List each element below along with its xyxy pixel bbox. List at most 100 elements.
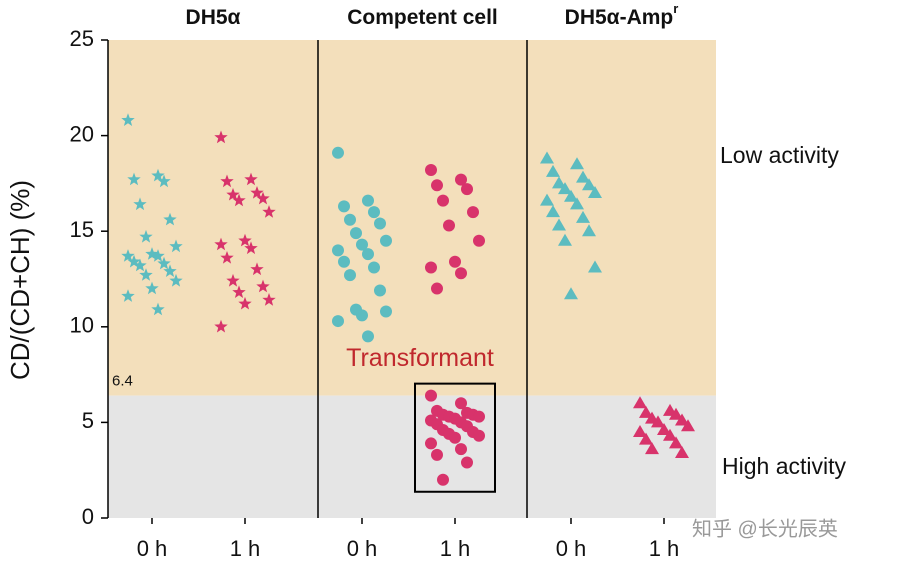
point [651, 415, 665, 428]
band-above [108, 40, 716, 396]
point [681, 419, 695, 432]
point [588, 185, 602, 198]
panel-title-text: Competent cell [347, 6, 498, 29]
point [431, 282, 443, 295]
x-tick-label: 0 h [556, 536, 587, 561]
point [443, 219, 455, 232]
point [437, 194, 449, 207]
point [238, 233, 252, 247]
point [344, 213, 356, 226]
y-tick-label: 0 [82, 504, 94, 529]
point [332, 244, 344, 257]
point [139, 229, 153, 243]
point [546, 205, 560, 218]
point [133, 197, 147, 211]
point [220, 251, 234, 264]
point [552, 218, 566, 231]
point [220, 174, 234, 188]
y-axis-label: CD/(CD+CH) (%) [5, 180, 35, 380]
point [338, 200, 350, 213]
point [232, 193, 246, 207]
point [256, 279, 270, 293]
point [356, 309, 368, 322]
point [675, 413, 689, 426]
point [332, 315, 344, 328]
point [675, 445, 689, 458]
point [127, 254, 141, 268]
x-tick-label: 1 h [440, 536, 471, 561]
point [121, 113, 135, 126]
point [431, 448, 443, 461]
point [576, 170, 590, 183]
x-tick-label: 0 h [137, 536, 168, 561]
point [145, 247, 159, 260]
panel-title-superscript: r [673, 1, 678, 16]
point [588, 260, 602, 273]
point [344, 269, 356, 282]
point [431, 179, 443, 192]
point [250, 186, 264, 199]
point [425, 261, 437, 274]
point [576, 210, 590, 223]
point [163, 212, 177, 226]
panel-title: DH5α-Ampr [565, 1, 679, 28]
point [663, 428, 677, 441]
point [473, 410, 485, 423]
point [350, 227, 362, 240]
y-tick-label: 25 [70, 26, 94, 51]
point [368, 206, 380, 219]
point [455, 267, 467, 280]
point [139, 268, 153, 281]
point [564, 287, 578, 300]
point [374, 284, 386, 297]
point [473, 234, 485, 247]
point [645, 442, 659, 455]
y-tick-label: 10 [70, 313, 94, 338]
threshold-label: 6.4 [112, 373, 133, 390]
point [232, 285, 246, 298]
point [449, 431, 461, 444]
point [151, 302, 165, 316]
point [455, 443, 467, 456]
watermark: 知乎 @长光辰英 [692, 517, 838, 540]
point [461, 456, 473, 469]
panel-title: Competent cell [347, 6, 498, 29]
point [214, 130, 228, 144]
x-tick-label: 1 h [649, 536, 680, 561]
point [639, 405, 653, 418]
annotation: Low activity [720, 142, 839, 168]
point [244, 241, 258, 255]
point [362, 330, 374, 343]
series-label: Transformant [346, 344, 494, 372]
point [262, 293, 276, 306]
point [145, 281, 159, 295]
point [380, 305, 392, 318]
point [546, 164, 560, 177]
point [362, 194, 374, 207]
point [127, 172, 141, 186]
point [214, 319, 228, 333]
point [425, 437, 437, 450]
point [467, 206, 479, 219]
point [558, 182, 572, 195]
point [163, 264, 177, 277]
point [374, 217, 386, 230]
point [570, 197, 584, 210]
point [338, 255, 350, 268]
point [425, 164, 437, 177]
point [368, 261, 380, 274]
highlight-box [414, 382, 496, 493]
point [540, 151, 554, 164]
point [633, 424, 647, 437]
point [657, 423, 671, 436]
point [226, 187, 240, 201]
point [552, 176, 566, 189]
point [669, 407, 683, 420]
point [582, 224, 596, 237]
panel-title-text: DH5α-Amp [565, 6, 674, 29]
point [214, 237, 228, 251]
point [437, 473, 449, 486]
band-below [108, 395, 716, 518]
panel-title: DH5α [186, 6, 241, 29]
y-tick-label: 20 [70, 121, 94, 146]
